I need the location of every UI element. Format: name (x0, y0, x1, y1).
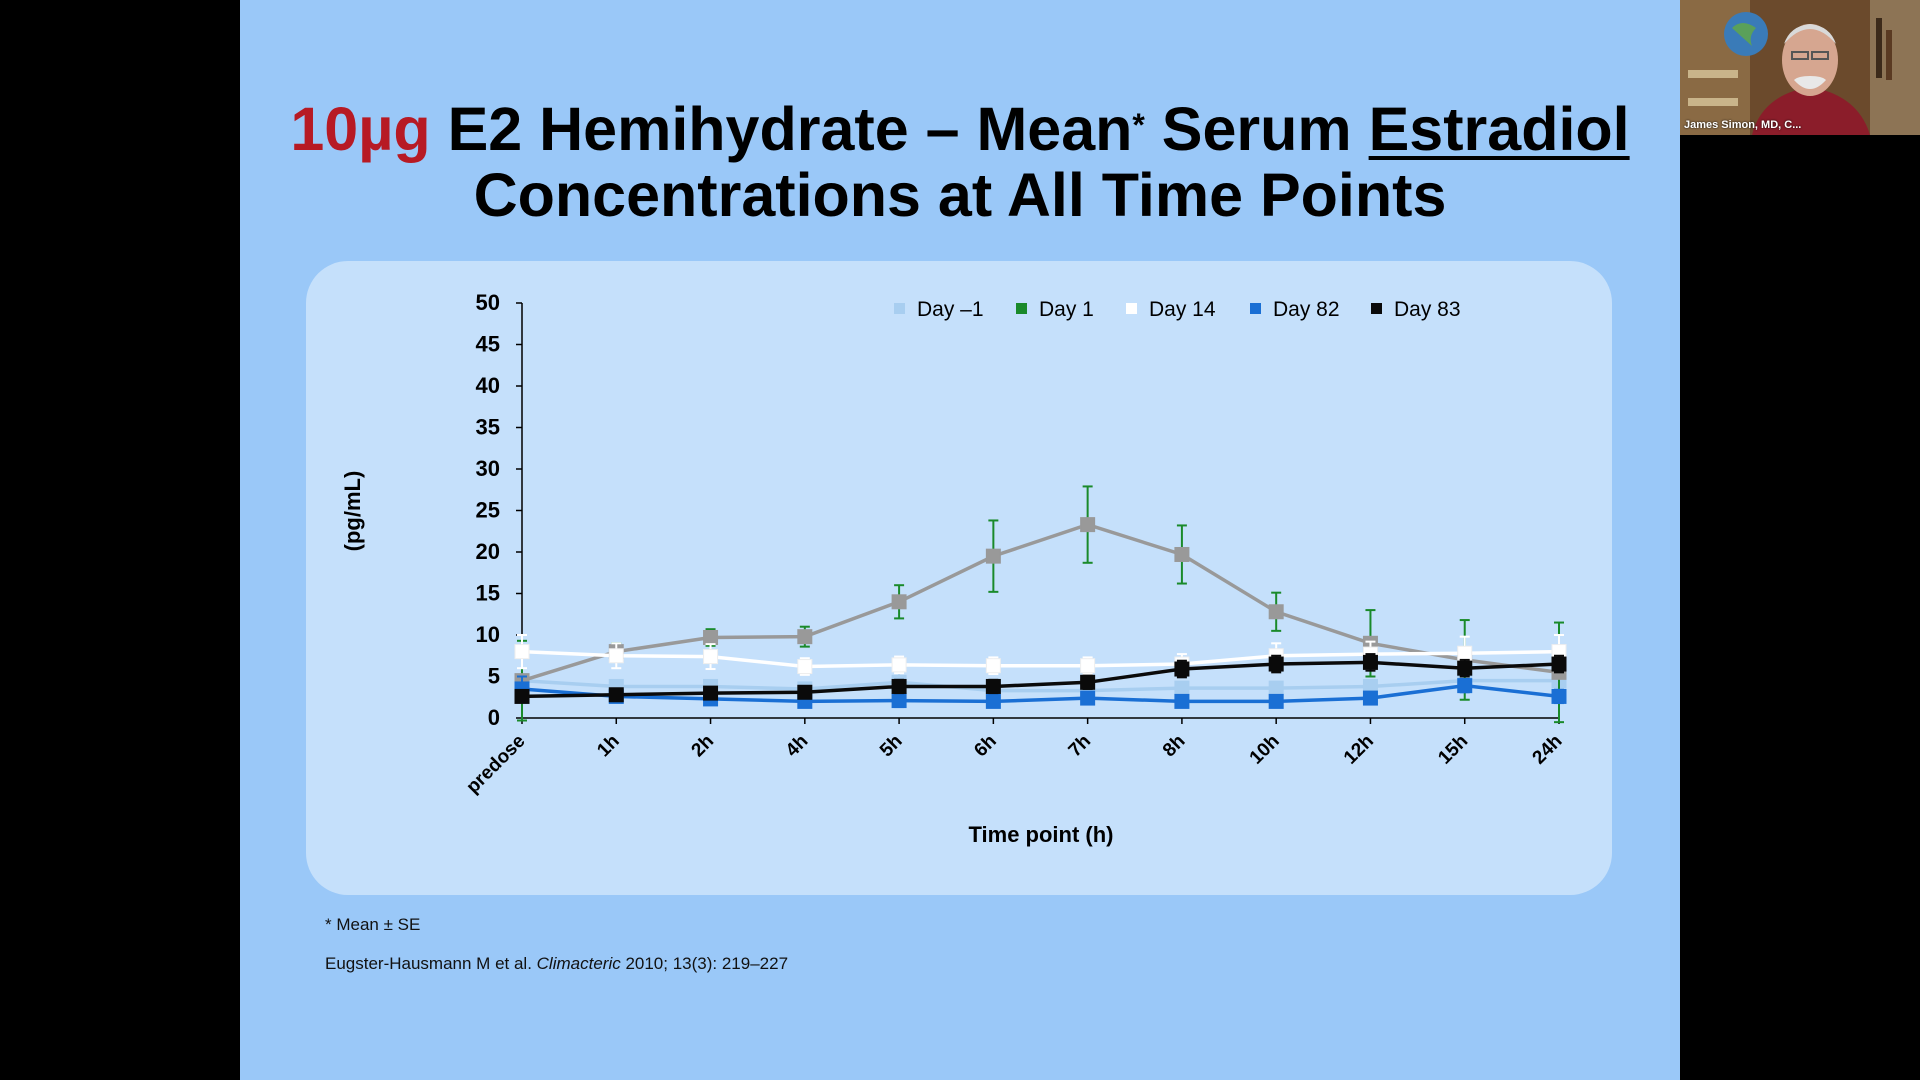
data-point (1457, 645, 1473, 661)
y-tick-label: 0 (488, 705, 500, 730)
person-face (1782, 24, 1838, 96)
series-line (521, 678, 1559, 693)
legend-swatch (1016, 303, 1027, 314)
data-point (1457, 678, 1473, 694)
data-point (891, 657, 907, 673)
footnote: * Mean ± SE (325, 915, 421, 934)
title-text-a: E2 Hemihydrate – Mean (430, 95, 1133, 163)
title-asterisk: * (1132, 107, 1145, 143)
legend-swatch (1371, 303, 1382, 314)
data-point (1174, 546, 1190, 562)
x-tick-label: 2h (688, 731, 719, 762)
data-point (891, 678, 907, 694)
data-point (985, 693, 1001, 709)
citation: Eugster-Hausmann M et al. Climacteric 20… (325, 954, 788, 974)
data-point (891, 594, 907, 610)
series-line (521, 649, 1560, 669)
data-point (514, 688, 530, 704)
data-point (1080, 674, 1096, 690)
series-line (521, 683, 1560, 704)
y-tick-label: 35 (476, 415, 500, 440)
x-tick-label: 1h (593, 731, 624, 762)
data-point (1080, 517, 1096, 533)
citation-authors: Eugster-Hausmann M et al. (325, 954, 537, 973)
chart-panel (306, 261, 1612, 895)
title-dose: 10µg (290, 95, 431, 163)
webcam-video (1680, 0, 1920, 135)
series-line (521, 522, 1560, 683)
legend-label: Day 14 (1149, 298, 1216, 321)
data-point (1080, 658, 1096, 674)
data-point (797, 659, 813, 675)
data-point (1551, 656, 1567, 672)
data-point (1268, 693, 1284, 709)
data-point (608, 648, 624, 664)
data-point (985, 678, 1001, 694)
data-point (1362, 654, 1378, 670)
person-shirt (1752, 87, 1870, 135)
title-line-2: Concentrations at All Time Points (473, 161, 1447, 229)
series-line (521, 660, 1560, 699)
data-point (1268, 656, 1284, 672)
x-tick-label: 15h (1434, 731, 1472, 769)
data-point (1551, 688, 1567, 704)
slide-title: 10µg E2 Hemihydrate – Mean* Serum Estrad… (240, 96, 1680, 228)
x-tick-label: 5h (876, 731, 907, 762)
data-point (1174, 661, 1190, 677)
data-point (797, 684, 813, 700)
legend-label: Day 1 (1039, 298, 1094, 321)
x-tick-label: predose (462, 731, 529, 798)
citation-details: 2010; 13(3): 219–227 (620, 954, 789, 973)
chart: 0 5 10 15 20 25 30 35 40 45 50 predose 1h 2h 4h 5h 6h 7h 8… (340, 290, 1567, 847)
presentation-slide: 10µg E2 Hemihydrate – Mean* Serum Estrad… (240, 0, 1680, 1080)
x-tick-label: 7h (1065, 731, 1096, 762)
webcam-thumbnail[interactable]: James Simon, MD, C... (1680, 0, 1920, 135)
y-tick-label: 50 (476, 290, 500, 315)
data-point (703, 649, 719, 665)
data-point (608, 687, 624, 703)
x-tick-label: 12h (1340, 731, 1378, 769)
x-tick-label: 8h (1159, 731, 1190, 762)
y-tick-label: 10 (476, 622, 500, 647)
data-point (797, 629, 813, 645)
legend-swatch (1126, 303, 1137, 314)
data-point (703, 685, 719, 701)
data-point (703, 629, 719, 645)
y-tick-label: 40 (476, 373, 500, 398)
legend-swatch (1250, 303, 1261, 314)
participant-name: James Simon, MD, C... (1684, 119, 1802, 131)
data-point (1080, 690, 1096, 706)
legend-swatch (894, 303, 905, 314)
x-tick-label: 24h (1529, 731, 1567, 769)
legend-label: Day –1 (917, 298, 984, 321)
data-point (1268, 604, 1284, 620)
x-tick-label: 10h (1246, 731, 1284, 769)
x-tick-label: 4h (782, 731, 813, 762)
data-point (1268, 680, 1284, 696)
y-axis-label: (pg/mL) (340, 471, 365, 552)
data-point (1457, 660, 1473, 676)
data-point (1174, 693, 1190, 709)
y-tick-label: 15 (476, 581, 500, 606)
title-estradiol: Estradiol (1368, 95, 1630, 163)
y-tick-label: 45 (476, 332, 500, 357)
title-text-b: Serum (1144, 95, 1369, 163)
data-point (985, 548, 1001, 564)
data-point (1174, 680, 1190, 696)
data-point (514, 644, 530, 660)
legend-label: Day 82 (1273, 298, 1340, 321)
data-point (1362, 690, 1378, 706)
citation-journal: Climacteric (536, 954, 621, 973)
y-tick-label: 5 (488, 664, 500, 689)
data-point (891, 693, 907, 709)
legend-label: Day 83 (1394, 298, 1461, 321)
data-point (985, 658, 1001, 674)
y-tick-label: 25 (476, 498, 500, 523)
x-axis-label: Time point (h) (968, 822, 1113, 847)
y-tick-label: 20 (476, 539, 500, 564)
y-tick-label: 30 (476, 456, 500, 481)
x-tick-label: 6h (970, 731, 1001, 762)
title-line-1: 10µg E2 Hemihydrate – Mean* Serum Estrad… (240, 96, 1680, 162)
